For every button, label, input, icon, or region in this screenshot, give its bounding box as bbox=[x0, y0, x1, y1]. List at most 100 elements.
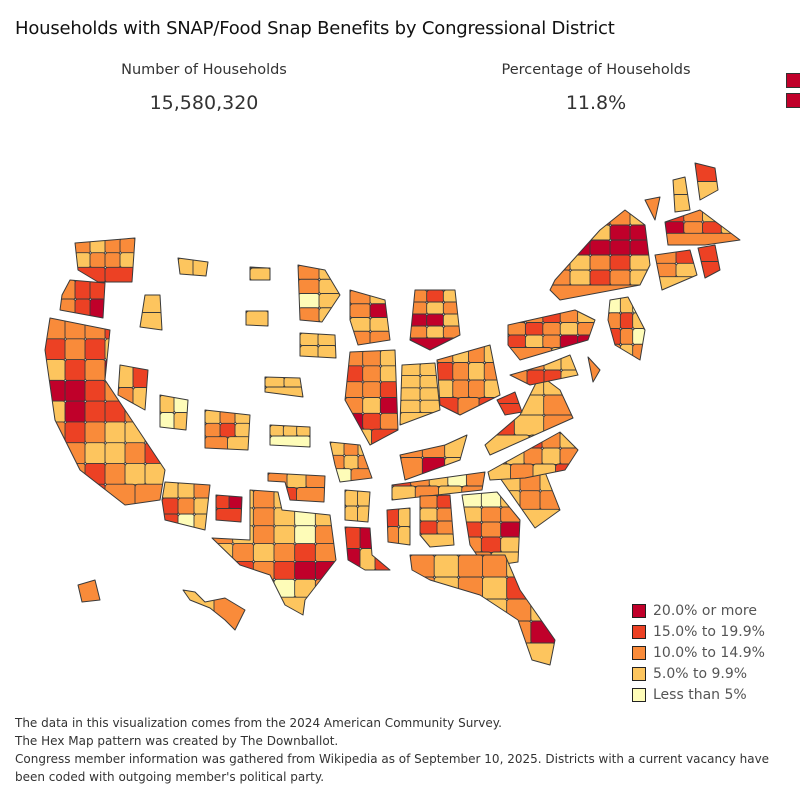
district-co-1[interactable] bbox=[205, 410, 221, 425]
district-ny-23[interactable] bbox=[589, 269, 611, 286]
district-oh-1[interactable] bbox=[437, 345, 454, 364]
state-mo[interactable] bbox=[329, 441, 373, 483]
state-ia[interactable] bbox=[299, 332, 337, 359]
district-fl-14[interactable] bbox=[433, 598, 460, 622]
district-az-4[interactable] bbox=[162, 497, 179, 515]
district-in-3[interactable] bbox=[400, 374, 421, 389]
district-nm-1[interactable] bbox=[216, 495, 230, 510]
district-fl-23[interactable] bbox=[506, 620, 532, 644]
district-ms-4[interactable] bbox=[398, 526, 411, 546]
district-ny-3[interactable] bbox=[589, 210, 611, 226]
district-fl-13[interactable] bbox=[410, 598, 436, 622]
state-vt[interactable] bbox=[644, 196, 661, 221]
district-az-5[interactable] bbox=[177, 497, 195, 515]
district-mn-3[interactable] bbox=[298, 278, 320, 295]
district-or-2[interactable] bbox=[74, 280, 91, 300]
district-ia-1[interactable] bbox=[300, 333, 319, 347]
district-ky-2[interactable] bbox=[421, 435, 446, 459]
district-va-6[interactable] bbox=[543, 394, 574, 416]
district-ca-12[interactable] bbox=[144, 338, 166, 361]
district-tx-22[interactable] bbox=[273, 543, 296, 563]
state-or[interactable] bbox=[59, 279, 106, 319]
district-nj-12[interactable] bbox=[632, 343, 646, 360]
district-tx-19[interactable] bbox=[212, 543, 234, 563]
state-wi[interactable] bbox=[349, 289, 391, 346]
district-fl-27[interactable] bbox=[482, 642, 520, 666]
district-or-1[interactable] bbox=[60, 280, 76, 300]
district-oh-5[interactable] bbox=[437, 362, 454, 381]
state-al[interactable] bbox=[419, 494, 455, 548]
district-fl-24[interactable] bbox=[530, 620, 556, 644]
district-az-2[interactable] bbox=[177, 482, 195, 499]
district-al-1[interactable] bbox=[420, 495, 438, 509]
district-mi-12[interactable] bbox=[442, 325, 460, 339]
district-nj-10[interactable] bbox=[608, 343, 622, 360]
district-ny-16[interactable] bbox=[550, 254, 571, 271]
district-ne-1[interactable] bbox=[265, 377, 285, 388]
district-tx-14[interactable] bbox=[232, 525, 255, 545]
district-mo-5[interactable] bbox=[343, 454, 359, 470]
district-tx-11[interactable] bbox=[294, 507, 317, 527]
district-nj-8[interactable] bbox=[619, 328, 634, 346]
district-ca-11[interactable] bbox=[124, 338, 146, 361]
district-ca-19[interactable] bbox=[45, 379, 66, 403]
district-oh-12[interactable] bbox=[483, 379, 500, 399]
district-ny-6[interactable] bbox=[550, 224, 571, 241]
state-ak[interactable] bbox=[77, 579, 101, 603]
district-ca-46[interactable] bbox=[104, 462, 126, 486]
district-mi-1[interactable] bbox=[410, 290, 428, 303]
district-pa-5[interactable] bbox=[577, 310, 596, 324]
legend-item[interactable]: 20.0% or more bbox=[632, 600, 765, 621]
district-ny-10[interactable] bbox=[629, 224, 651, 241]
district-ny-7[interactable] bbox=[569, 224, 591, 241]
district-pa-2[interactable] bbox=[524, 310, 544, 324]
district-mi-5[interactable] bbox=[426, 301, 445, 315]
district-il-8[interactable] bbox=[362, 381, 382, 399]
district-fl-10[interactable] bbox=[482, 576, 508, 600]
district-nv-4[interactable] bbox=[132, 387, 149, 411]
district-il-16[interactable] bbox=[345, 428, 373, 445]
district-md-3[interactable] bbox=[543, 355, 562, 371]
district-ca-39[interactable] bbox=[84, 442, 106, 465]
state-il[interactable] bbox=[344, 349, 399, 446]
state-ky[interactable] bbox=[399, 434, 468, 481]
district-pa-9[interactable] bbox=[559, 322, 579, 336]
district-nc-11[interactable] bbox=[488, 463, 512, 481]
district-ga-10[interactable] bbox=[462, 536, 483, 553]
district-ca-14[interactable] bbox=[64, 359, 86, 382]
district-ar-4[interactable] bbox=[357, 505, 371, 523]
state-mi[interactable] bbox=[409, 289, 461, 351]
district-fl-3[interactable] bbox=[457, 555, 484, 578]
district-ky-5[interactable] bbox=[421, 457, 446, 481]
district-ga-12[interactable] bbox=[500, 536, 521, 553]
district-tx-21[interactable] bbox=[252, 543, 275, 563]
district-mn-5[interactable] bbox=[298, 293, 320, 309]
state-nm[interactable] bbox=[215, 494, 243, 523]
district-tx-12[interactable] bbox=[314, 507, 336, 527]
district-oh-7[interactable] bbox=[468, 362, 486, 381]
district-oh-6[interactable] bbox=[452, 362, 470, 381]
state-id[interactable] bbox=[139, 294, 163, 331]
district-co-3[interactable] bbox=[234, 410, 251, 425]
state-oh[interactable] bbox=[436, 344, 501, 416]
state-ms[interactable] bbox=[386, 507, 411, 546]
district-in-9[interactable] bbox=[400, 412, 441, 426]
district-nj-5[interactable] bbox=[619, 312, 634, 330]
district-ny-18[interactable] bbox=[589, 254, 611, 271]
district-la-1[interactable] bbox=[345, 527, 361, 550]
district-ar-1[interactable] bbox=[345, 490, 359, 507]
state-nv[interactable] bbox=[117, 364, 149, 411]
district-al-2[interactable] bbox=[436, 495, 455, 509]
state-ar[interactable] bbox=[344, 489, 371, 523]
state-la[interactable] bbox=[344, 526, 391, 571]
district-la-5[interactable] bbox=[359, 548, 376, 571]
district-ca-4[interactable] bbox=[104, 318, 126, 340]
district-wi-2[interactable] bbox=[369, 290, 391, 305]
district-mi-8[interactable] bbox=[426, 313, 445, 327]
district-nd-1[interactable] bbox=[250, 268, 271, 281]
district-pa-12[interactable] bbox=[524, 334, 544, 349]
state-sd[interactable] bbox=[245, 310, 269, 327]
district-ca-34[interactable] bbox=[104, 421, 126, 444]
district-al-7[interactable] bbox=[420, 533, 455, 548]
district-tx-28[interactable] bbox=[273, 560, 296, 581]
